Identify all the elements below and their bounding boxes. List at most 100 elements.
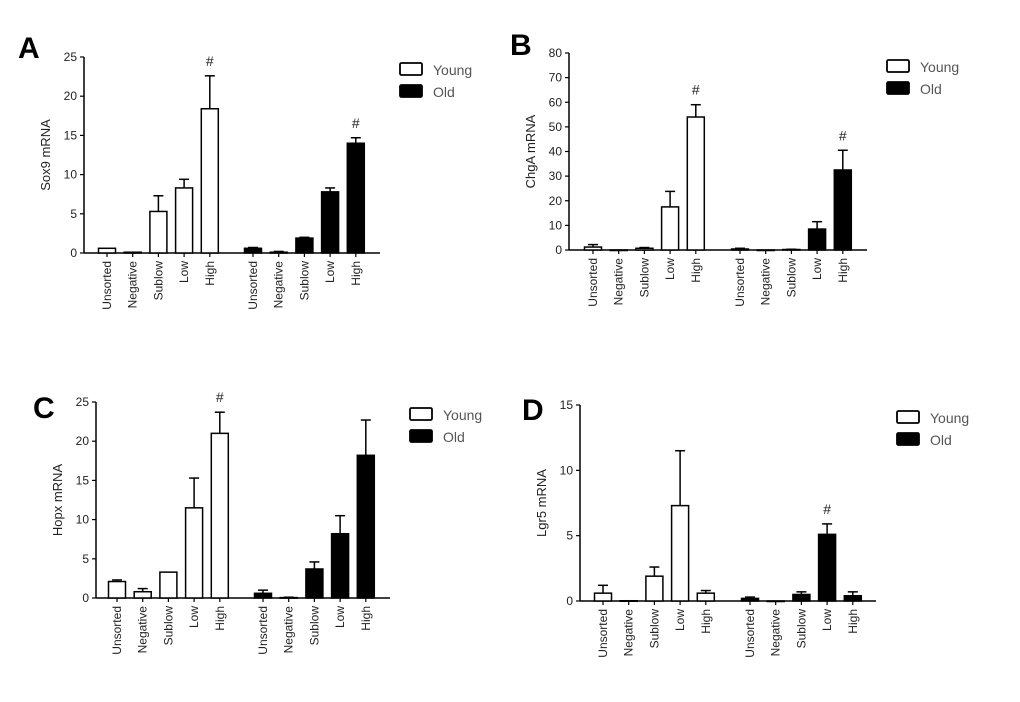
x-tick-label: Low	[333, 606, 347, 628]
y-tick-label: 20	[64, 89, 78, 103]
legend-swatch-young	[896, 410, 920, 424]
bar-old-high	[356, 454, 376, 599]
x-tick-label: Negative	[282, 606, 296, 654]
x-tick-label: Unsorted	[246, 261, 260, 310]
x-tick-label: Low	[187, 606, 201, 628]
legend-swatch-young	[409, 407, 433, 421]
x-tick-label: Negative	[612, 258, 626, 306]
bar-young-unsorted	[107, 580, 127, 599]
x-tick-label: Unsorted	[733, 258, 747, 307]
legend-label: Young	[443, 407, 482, 423]
bar-old-sublow	[782, 248, 801, 251]
x-tick-label: Sublow	[307, 606, 321, 646]
legend-label: Old	[443, 429, 465, 445]
bar-young-sublow	[159, 571, 178, 599]
legend-swatch-old	[409, 429, 433, 443]
legend: Young Old	[886, 59, 959, 97]
y-tick-label: 70	[549, 71, 563, 85]
significance-mark: #	[823, 501, 831, 517]
bar-young-sublow	[645, 575, 664, 602]
bar-young-unsorted	[583, 246, 603, 251]
x-tick-label: Sublow	[151, 261, 165, 301]
y-tick-label: 15	[560, 398, 574, 412]
panel-label: B	[510, 29, 532, 62]
bar-old-low	[817, 533, 837, 602]
bar-young-high	[686, 116, 706, 251]
bar-old-high	[843, 595, 863, 602]
y-tick-label: 0	[555, 243, 562, 257]
y-tick-label: 50	[549, 120, 563, 134]
x-tick-label: Sublow	[647, 609, 661, 649]
x-tick-label: Unsorted	[100, 261, 114, 310]
bar-young-high	[200, 107, 220, 254]
x-tick-label: Unsorted	[110, 606, 124, 655]
y-tick-label: 5	[70, 207, 77, 221]
y-tick-label: 15	[76, 473, 90, 487]
x-tick-label: High	[359, 606, 373, 631]
bar-old-unsorted	[253, 592, 273, 599]
x-tick-label: Low	[177, 261, 191, 283]
y-tick-label: 25	[64, 50, 78, 64]
x-tick-label: Unsorted	[596, 609, 610, 658]
bar-old-low	[320, 191, 340, 254]
x-tick-label: High	[203, 261, 217, 286]
x-tick-label: Sublow	[297, 261, 311, 301]
x-tick-label: Low	[820, 609, 834, 631]
y-tick-label: 5	[82, 552, 89, 566]
y-axis-label: Hopx mRNA	[50, 464, 65, 537]
bar-young-low	[184, 507, 204, 599]
y-tick-label: 80	[549, 46, 563, 60]
legend-swatch-old	[886, 81, 910, 95]
x-tick-label: Negative	[272, 261, 286, 309]
x-tick-label: Sublow	[637, 258, 651, 298]
x-tick-label: High	[699, 609, 713, 634]
legend-swatch-old	[399, 84, 423, 98]
x-tick-label: High	[349, 261, 363, 286]
x-tick-label: Low	[323, 261, 337, 283]
legend-label: Young	[920, 59, 959, 75]
x-tick-label: Sublow	[161, 606, 175, 646]
y-tick-label: 40	[549, 145, 563, 159]
legend-label: Old	[930, 432, 952, 448]
x-tick-label: High	[689, 258, 703, 283]
x-tick-label: Negative	[126, 261, 140, 309]
panel-a: A 0 5 10 15 20 25 Sox9 mRNA Unsorted Negative Subl…	[18, 32, 472, 310]
bar-old-unsorted	[740, 597, 760, 602]
legend-label: Old	[920, 81, 942, 97]
x-tick-label: High	[836, 258, 850, 283]
y-tick-label: 10	[76, 513, 90, 527]
significance-mark: #	[206, 53, 214, 69]
x-tick-label: Unsorted	[586, 258, 600, 307]
panel-b: B 0 10 20 30 40 50 60 70 80 ChgA mRNA Unsorted Negat…	[510, 29, 959, 307]
bar-old-low	[330, 532, 350, 599]
bar-young-high	[696, 592, 716, 602]
y-tick-label: 10	[560, 463, 574, 477]
y-tick-label: 20	[549, 194, 563, 208]
legend: Young Old	[896, 410, 969, 448]
bar-old-sublow	[295, 237, 314, 254]
bar-young-low	[174, 187, 194, 254]
y-tick-label: 5	[566, 529, 573, 543]
legend: Young Old	[409, 407, 482, 445]
x-tick-label: Low	[663, 258, 677, 280]
y-tick-label: 0	[566, 594, 573, 608]
legend-label: Old	[433, 84, 455, 100]
legend-swatch-young	[399, 62, 423, 76]
significance-mark: #	[352, 115, 360, 131]
y-tick-label: 15	[64, 128, 78, 142]
x-tick-label: Sublow	[784, 258, 798, 298]
legend-swatch-young	[886, 59, 910, 73]
y-tick-label: 25	[76, 395, 90, 409]
x-tick-label: Negative	[759, 258, 773, 306]
x-tick-label: Low	[810, 258, 824, 280]
significance-mark: #	[839, 127, 847, 143]
y-axis-label: Lgr5 mRNA	[534, 469, 549, 537]
panel-label: D	[522, 394, 544, 427]
x-tick-label: Negative	[136, 606, 150, 654]
bar-old-high	[346, 142, 366, 254]
x-tick-label: Low	[673, 609, 687, 631]
legend: Young Old	[399, 62, 472, 100]
legend-swatch-old	[896, 432, 920, 446]
bar-young-high	[210, 432, 230, 599]
